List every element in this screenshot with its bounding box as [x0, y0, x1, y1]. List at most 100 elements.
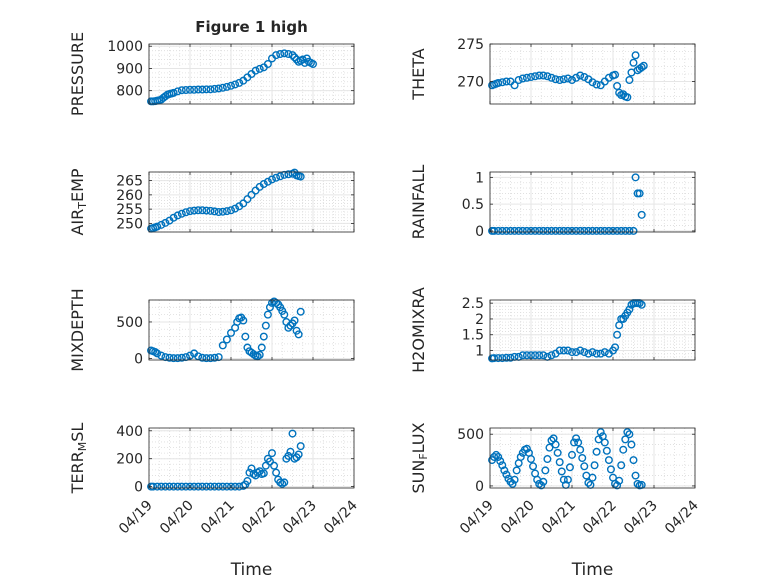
data-point	[619, 445, 628, 454]
data-point	[239, 199, 248, 208]
data-point	[309, 60, 318, 69]
data-point	[514, 75, 523, 84]
data-point	[510, 226, 519, 235]
data-point	[214, 84, 223, 93]
data-point	[243, 195, 252, 204]
data-point	[490, 452, 499, 461]
data-point	[280, 478, 289, 487]
data-point	[543, 72, 552, 81]
data-point	[627, 440, 636, 449]
data-point	[631, 51, 640, 60]
data-point	[596, 226, 605, 235]
data-point	[568, 75, 577, 84]
x-tick-label: 04/22	[580, 498, 620, 538]
data-point	[261, 461, 270, 470]
data-point	[181, 482, 190, 491]
data-point	[512, 466, 521, 475]
data-point	[637, 63, 646, 72]
data-point	[218, 482, 227, 491]
data-point	[584, 478, 593, 487]
data-point	[284, 50, 293, 59]
data-point	[494, 78, 503, 87]
data-point	[637, 210, 646, 219]
data-point	[198, 85, 207, 94]
chart-title: Figure 1 high	[195, 18, 308, 36]
y-tick-label: 275	[457, 37, 484, 53]
data-point	[494, 354, 503, 363]
data-point	[580, 226, 589, 235]
y-tick-label: 500	[457, 427, 484, 443]
data-point	[235, 78, 244, 87]
data-point	[629, 456, 638, 465]
data-point	[214, 207, 223, 216]
data-point	[153, 482, 162, 491]
y-tick-label: 0	[475, 479, 484, 495]
data-point	[177, 482, 186, 491]
data-point	[572, 434, 581, 443]
data-point	[284, 323, 293, 332]
data-point	[265, 457, 274, 466]
data-point	[226, 328, 235, 337]
data-point	[202, 354, 211, 363]
data-point	[531, 72, 540, 81]
axes-box	[489, 427, 696, 489]
data-point	[629, 226, 638, 235]
data-point	[602, 446, 611, 455]
data-point	[625, 226, 634, 235]
data-point	[600, 438, 609, 447]
data-point	[606, 465, 615, 474]
data-point	[222, 82, 231, 91]
data-point	[181, 85, 190, 94]
data-point	[584, 226, 593, 235]
data-point	[294, 450, 303, 459]
data-point	[547, 226, 556, 235]
y-tick-label: 2	[475, 312, 484, 328]
data-point	[231, 204, 240, 213]
data-point	[157, 351, 166, 360]
data-point	[290, 316, 299, 325]
y-tick-label: 800	[116, 84, 143, 100]
data-point	[259, 469, 268, 478]
data-point	[580, 72, 589, 81]
data-point	[623, 428, 632, 437]
y-axis-label: PRESSURE	[68, 32, 87, 116]
data-point	[502, 470, 511, 479]
data-point	[529, 462, 538, 471]
series-markers	[147, 168, 305, 233]
data-point	[272, 51, 281, 60]
data-point	[625, 75, 634, 84]
data-point	[270, 461, 279, 470]
data-point	[173, 354, 182, 363]
data-point	[173, 482, 182, 491]
data-point	[580, 462, 589, 471]
data-point	[226, 482, 235, 491]
x-tick-label: 04/22	[239, 498, 279, 538]
data-point	[551, 440, 560, 449]
data-point	[280, 49, 289, 58]
data-point	[288, 429, 297, 438]
data-point	[568, 348, 577, 357]
data-point	[625, 305, 634, 314]
data-point	[506, 353, 515, 362]
data-point	[559, 346, 568, 355]
data-point	[206, 482, 215, 491]
data-point	[637, 300, 646, 309]
data-point	[198, 482, 207, 491]
data-point	[600, 226, 609, 235]
data-point	[222, 335, 231, 344]
data-point	[555, 346, 564, 355]
subplot-4: 0 0.5 1 RAINFALL	[409, 165, 696, 240]
data-point	[210, 84, 219, 93]
data-point	[161, 482, 170, 491]
y-tick-label: 0.5	[462, 197, 484, 213]
y-tick-label: 1	[475, 170, 484, 186]
data-point	[502, 353, 511, 362]
x-axis-label: Time	[571, 560, 614, 580]
data-point	[218, 83, 227, 92]
data-point	[286, 447, 295, 456]
data-point	[218, 341, 227, 350]
data-point	[286, 321, 295, 330]
data-point	[226, 206, 235, 215]
